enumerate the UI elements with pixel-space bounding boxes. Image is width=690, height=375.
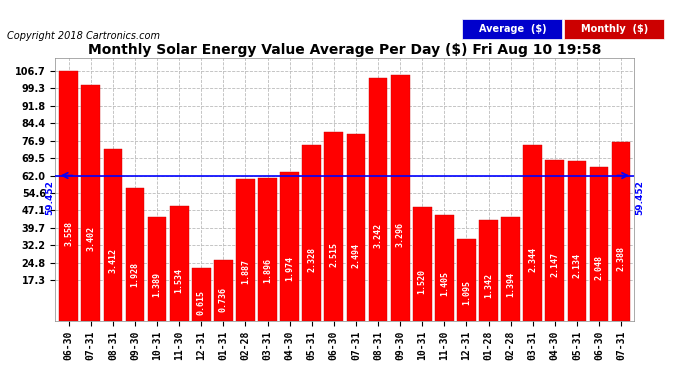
Text: Monthly  ($): Monthly ($) (581, 24, 648, 34)
Text: 59.452: 59.452 (46, 180, 55, 215)
Bar (280, 172, 299, 321)
Bar (413, 207, 432, 321)
Bar (302, 145, 321, 321)
Bar (567, 162, 586, 321)
Bar (523, 145, 542, 321)
Text: 1.928: 1.928 (130, 262, 139, 287)
Bar (214, 260, 233, 321)
Text: 2.388: 2.388 (617, 246, 626, 271)
Text: 1.896: 1.896 (263, 258, 272, 284)
Bar (590, 167, 609, 321)
Bar (126, 188, 144, 321)
Text: 2.494: 2.494 (351, 243, 360, 268)
Bar (545, 160, 564, 321)
Bar (258, 178, 277, 321)
Text: 1.887: 1.887 (241, 259, 250, 284)
Text: 2.134: 2.134 (573, 253, 582, 278)
Text: 3.242: 3.242 (373, 224, 382, 249)
Text: 1.095: 1.095 (462, 280, 471, 304)
Text: 2.048: 2.048 (595, 255, 604, 280)
Bar (104, 149, 122, 321)
Text: 3.296: 3.296 (395, 222, 404, 247)
Text: 2.515: 2.515 (329, 242, 338, 267)
Title: Monthly Solar Energy Value Average Per Day ($) Fri Aug 10 19:58: Monthly Solar Energy Value Average Per D… (88, 43, 602, 57)
Bar (612, 141, 631, 321)
Text: 1.342: 1.342 (484, 273, 493, 298)
Bar (501, 216, 520, 321)
Text: 1.389: 1.389 (152, 272, 161, 297)
Text: 2.328: 2.328 (307, 247, 316, 272)
Text: 1.534: 1.534 (175, 268, 184, 293)
Bar (148, 216, 166, 321)
Text: 1.394: 1.394 (506, 272, 515, 297)
Bar (435, 215, 454, 321)
Text: 1.520: 1.520 (417, 268, 426, 294)
Bar (391, 75, 410, 321)
Bar (457, 239, 476, 321)
Text: 3.402: 3.402 (86, 226, 95, 251)
Text: Copyright 2018 Cartronics.com: Copyright 2018 Cartronics.com (7, 32, 160, 41)
Text: Average  ($): Average ($) (478, 24, 546, 34)
Text: 2.344: 2.344 (529, 247, 538, 272)
Text: 0.615: 0.615 (197, 290, 206, 315)
Bar (236, 179, 255, 321)
Bar (170, 206, 188, 321)
Bar (81, 85, 100, 321)
Bar (368, 78, 388, 321)
Text: 3.558: 3.558 (64, 221, 73, 246)
Bar (346, 135, 365, 321)
Bar (479, 220, 498, 321)
Text: 0.736: 0.736 (219, 287, 228, 312)
Bar (192, 268, 210, 321)
Bar (59, 71, 78, 321)
Text: 3.412: 3.412 (108, 248, 117, 273)
Text: 59.452: 59.452 (635, 180, 644, 215)
Text: 1.974: 1.974 (285, 256, 294, 281)
Bar (324, 132, 343, 321)
Text: 1.405: 1.405 (440, 272, 449, 297)
Text: 2.147: 2.147 (551, 252, 560, 277)
